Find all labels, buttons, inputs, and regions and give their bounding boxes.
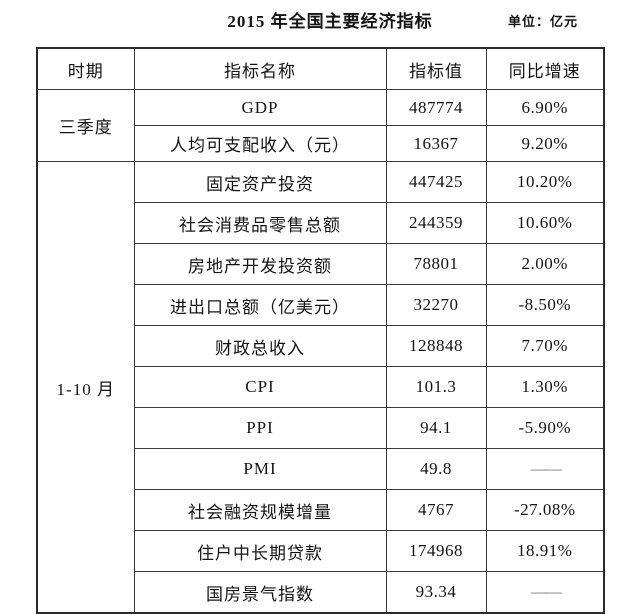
- growth-rate-cell: 1.30%: [485, 366, 605, 408]
- indicator-name-cell: 房地产开发投资额: [133, 243, 387, 285]
- indicator-value-cell: 78801: [385, 243, 487, 285]
- indicator-name-cell: 住户中长期贷款: [133, 530, 387, 572]
- growth-rate-cell: -8.50%: [485, 284, 605, 326]
- indicator-value-cell: 101.3: [385, 366, 487, 408]
- growth-rate-cell: 9.20%: [485, 125, 605, 162]
- growth-rate-cell: 6.90%: [485, 89, 605, 126]
- indicator-value-cell: 244359: [385, 202, 487, 244]
- indicator-value-cell: 49.8: [385, 448, 487, 490]
- indicator-value-cell: 4767: [385, 489, 487, 531]
- growth-rate-cell: ——: [485, 448, 605, 490]
- indicator-value-cell: 93.34: [385, 571, 487, 614]
- period-cell: 1-10 月: [36, 161, 135, 614]
- indicator-name-cell: 财政总收入: [133, 325, 387, 367]
- table-row: 社会消费品零售总额 244359 10.60%: [37, 202, 605, 244]
- page-title: 2015 年全国主要经济指标: [227, 12, 433, 31]
- indicator-name-cell: 固定资产投资: [133, 161, 387, 203]
- indicator-name-cell: PMI: [133, 448, 387, 490]
- column-header-indicator-name: 指标名称: [133, 47, 387, 90]
- indicator-name-cell: PPI: [133, 407, 387, 449]
- period-cell: 三季度: [36, 89, 135, 162]
- no-data-dash: ——: [530, 582, 562, 601]
- growth-rate-cell: 2.00%: [485, 243, 605, 285]
- indicator-value-cell: 487774: [385, 89, 487, 126]
- unit-label: 单位：亿元: [507, 14, 578, 29]
- growth-rate-cell: 10.60%: [485, 202, 605, 244]
- indicator-name-cell: 进出口总额（亿美元）: [133, 284, 387, 326]
- column-header-growth-rate: 同比增速: [485, 47, 605, 90]
- growth-rate-cell: -5.90%: [485, 407, 605, 449]
- growth-rate-cell: 18.91%: [485, 530, 605, 572]
- indicator-name-cell: CPI: [133, 366, 387, 408]
- growth-rate-cell: ——: [485, 571, 605, 614]
- economic-indicator-table: 时期 指标名称 指标值 同比增速 三季度 GDP 487774 6.90% 人均可支配收…: [36, 47, 605, 614]
- table-body: 三季度 GDP 487774 6.90% 人均可支配收入（元） 16367 9.20% 1-1…: [36, 89, 605, 614]
- table-row: PMI 49.8 ——: [37, 448, 605, 490]
- indicator-value-cell: 174968: [385, 530, 487, 572]
- column-header-indicator-value: 指标值: [385, 47, 487, 90]
- indicator-name-cell: GDP: [133, 89, 387, 126]
- header-row: 时期 指标名称 指标值 同比增速: [36, 47, 605, 90]
- indicator-value-cell: 447425: [385, 161, 487, 203]
- table-row: 1-10 月固定资产投资 447425 10.20%: [36, 161, 605, 614]
- table-row: CPI 101.3 1.30%: [37, 366, 605, 408]
- table-row: 进出口总额（亿美元） 32270 -8.50%: [37, 284, 605, 326]
- indicator-name-cell: 社会融资规模增量: [133, 489, 387, 531]
- table-row: PPI 94.1 -5.90%: [37, 407, 605, 449]
- indicator-value-cell: 16367: [385, 125, 487, 162]
- table-row: 三季度 GDP 487774 6.90%: [36, 89, 605, 162]
- table-row: 住户中长期贷款 174968 18.91%: [37, 530, 605, 572]
- growth-rate-cell: 7.70%: [485, 325, 605, 367]
- indicator-value-cell: 94.1: [385, 407, 487, 449]
- column-header-period: 时期: [36, 47, 135, 90]
- indicator-name-cell: 社会消费品零售总额: [133, 202, 387, 244]
- page-header: 2015 年全国主要经济指标 单位：亿元: [0, 0, 640, 47]
- indicator-name-cell: 国房景气指数: [133, 571, 387, 614]
- no-data-dash: ——: [530, 459, 562, 478]
- growth-rate-cell: 10.20%: [485, 161, 605, 203]
- indicator-value-cell: 128848: [385, 325, 487, 367]
- growth-rate-cell: -27.08%: [485, 489, 605, 531]
- indicator-value-cell: 32270: [385, 284, 487, 326]
- table-row: 社会融资规模增量 4767 -27.08%: [37, 489, 605, 531]
- table-row: 人均可支配收入（元） 16367 9.20%: [37, 125, 605, 162]
- indicator-name-cell: 人均可支配收入（元）: [133, 125, 387, 162]
